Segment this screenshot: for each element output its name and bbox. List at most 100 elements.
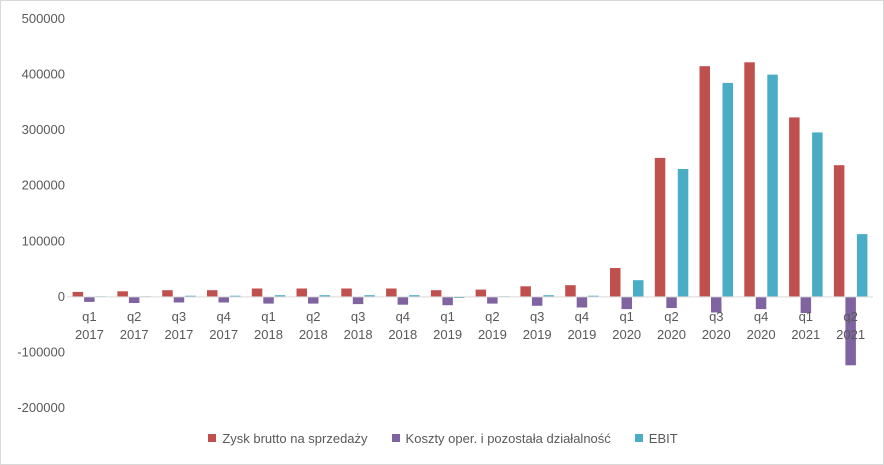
bar-series-3 (230, 295, 241, 297)
bar-series-3 (319, 295, 330, 297)
y-tick-label: 200000 (22, 178, 65, 193)
legend-swatch (391, 434, 400, 442)
x-tick-quarter: q4 (396, 309, 410, 324)
x-tick-year: 2019 (478, 327, 507, 342)
bar-series-2 (576, 296, 588, 308)
x-tick-quarter: q3 (709, 309, 723, 324)
legend-label: EBIT (648, 431, 678, 446)
bar-series-2 (128, 296, 140, 303)
bar-series-1 (72, 291, 84, 297)
bar-series-3 (543, 295, 554, 297)
legend-item: EBIT (634, 431, 678, 446)
x-tick-year: 2020 (747, 327, 776, 342)
x-tick-quarter: q2 (485, 309, 499, 324)
x-tick-year: 2017 (209, 327, 238, 342)
bars (72, 62, 868, 366)
bar-series-1 (699, 66, 710, 297)
bar-series-2 (218, 296, 229, 303)
bar-chart: -200000 -100000 0 100000 200000 300000 400000 5… (17, 11, 873, 415)
bar-series-2 (666, 296, 677, 308)
x-tick-quarter: q1 (799, 309, 813, 324)
y-tick-label: 300000 (22, 122, 65, 137)
x-tick-quarter: q3 (530, 309, 544, 324)
x-tick-quarter: q2 (843, 309, 857, 324)
x-axis: q1 2017 q2 2017 q3 2017 q4 2017 q1 2018 q2 2018 q3 20… (75, 309, 865, 342)
bar-series-2 (531, 296, 543, 306)
bar-series-2 (621, 296, 632, 310)
x-tick-quarter: q2 (664, 309, 678, 324)
y-tick-label: -200000 (17, 400, 65, 415)
x-tick-quarter: q4 (216, 309, 230, 324)
bar-series-3 (677, 169, 689, 297)
x-tick-year: 2017 (75, 327, 104, 342)
bar-series-2 (845, 296, 856, 366)
x-tick-year: 2018 (254, 327, 283, 342)
bar-series-2 (352, 296, 364, 305)
y-axis: -200000 -100000 0 100000 200000 300000 400000 5… (17, 11, 65, 415)
legend-label: Zysk brutto na sprzedaży (222, 431, 368, 446)
bar-series-1 (251, 288, 263, 297)
bar-series-2 (263, 296, 274, 304)
bar-series-2 (308, 296, 319, 304)
bar-series-1 (654, 157, 666, 297)
bar-series-1 (744, 62, 755, 297)
bar-series-3 (812, 132, 823, 297)
legend-item: Koszty oper. i pozostała działalność (391, 431, 611, 446)
y-tick-label: 500000 (22, 11, 65, 26)
y-tick-label: 0 (58, 289, 65, 304)
x-tick-quarter: q4 (575, 309, 589, 324)
x-tick-quarter: q2 (306, 309, 320, 324)
legend-swatch (634, 434, 643, 442)
bar-series-1 (610, 268, 621, 297)
bar-series-1 (386, 288, 397, 297)
legend: Zysk brutto na sprzedaży Koszty oper. i p… (1, 431, 884, 446)
y-tick-label: -100000 (17, 344, 65, 359)
x-tick-quarter: q1 (440, 309, 454, 324)
x-tick-year: 2018 (388, 327, 417, 342)
bar-series-1 (162, 290, 173, 297)
y-tick-label: 400000 (22, 67, 65, 82)
x-tick-year: 2018 (299, 327, 328, 342)
bar-series-3 (364, 295, 375, 297)
bar-series-1 (430, 290, 442, 297)
x-tick-year: 2017 (164, 327, 193, 342)
x-tick-year: 2019 (433, 327, 462, 342)
bar-series-1 (117, 291, 128, 297)
bar-series-3 (185, 295, 196, 297)
bar-series-2 (442, 296, 453, 306)
bar-series-3 (856, 234, 868, 297)
bar-series-1 (296, 288, 307, 297)
x-tick-quarter: q1 (261, 309, 275, 324)
bar-series-3 (588, 295, 599, 297)
bar-series-2 (84, 296, 95, 302)
bar-series-1 (565, 285, 576, 297)
x-tick-quarter: q3 (172, 309, 186, 324)
bar-series-1 (520, 286, 531, 297)
bar-series-1 (833, 165, 845, 297)
bar-series-2 (487, 296, 498, 304)
bar-series-3 (722, 82, 733, 297)
y-tick-label: 100000 (22, 233, 65, 248)
bar-series-1 (207, 290, 218, 297)
x-tick-quarter: q2 (127, 309, 141, 324)
bar-series-3 (633, 280, 644, 297)
x-tick-quarter: q1 (619, 309, 633, 324)
x-tick-year: 2020 (657, 327, 686, 342)
legend-swatch (208, 434, 217, 442)
bar-series-3 (767, 74, 778, 297)
bar-series-3 (453, 296, 465, 298)
bar-series-3 (409, 295, 420, 297)
bar-series-1 (789, 117, 800, 297)
bar-series-1 (475, 289, 487, 297)
legend-item: Zysk brutto na sprzedaży (208, 431, 368, 446)
x-tick-quarter: q4 (754, 309, 768, 324)
x-tick-year: 2017 (120, 327, 149, 342)
legend-label: Koszty oper. i pozostała działalność (405, 431, 611, 446)
bar-series-1 (341, 288, 352, 297)
x-tick-year: 2020 (702, 327, 731, 342)
x-tick-year: 2021 (791, 327, 820, 342)
bar-series-2 (755, 296, 767, 310)
bar-series-2 (800, 296, 812, 313)
bar-series-3 (274, 295, 286, 297)
